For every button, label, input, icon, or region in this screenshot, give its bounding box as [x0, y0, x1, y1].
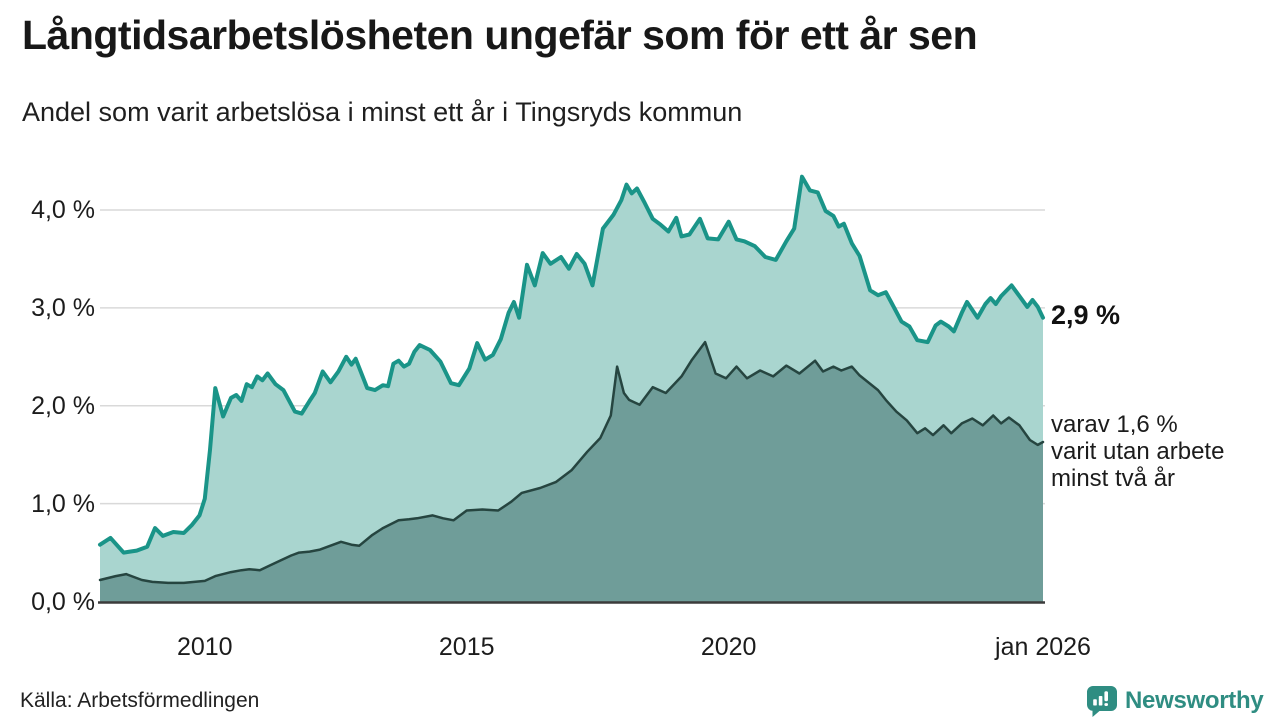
y-tick-label: 1,0 %	[31, 489, 95, 518]
y-tick-label: 3,0 %	[31, 293, 95, 322]
chart-subtitle: Andel som varit arbetslösa i minst ett å…	[22, 97, 743, 127]
x-tick-label: 2015	[438, 633, 495, 661]
y-tick-label: 2,0 %	[31, 391, 95, 420]
newsworthy-wordmark: Newsworthy	[1125, 687, 1264, 714]
newsworthy-bubble-chart-icon	[1087, 685, 1117, 717]
series-line-2	[98, 340, 1045, 585]
chart-title: Långtidsarbetslösheten ungefär som för e…	[22, 12, 978, 58]
x-tick-label: 2020	[700, 633, 757, 661]
x-tick-label: jan 2026	[995, 633, 1091, 661]
x-tick-label: 2010	[176, 633, 233, 661]
latest-value-annotation: 2,9 %	[1051, 300, 1121, 330]
two-year-share-annotation: varav 1,6 % varit utan arbete minst två …	[1051, 411, 1225, 492]
series-line-1	[98, 174, 1045, 555]
source-caption: Källa: Arbetsförmedlingen	[20, 689, 260, 712]
newsworthy-logo: Newsworthy	[1086, 684, 1264, 718]
y-tick-label: 4,0 %	[31, 196, 95, 224]
y-tick-label: 0,0 %	[31, 587, 95, 616]
